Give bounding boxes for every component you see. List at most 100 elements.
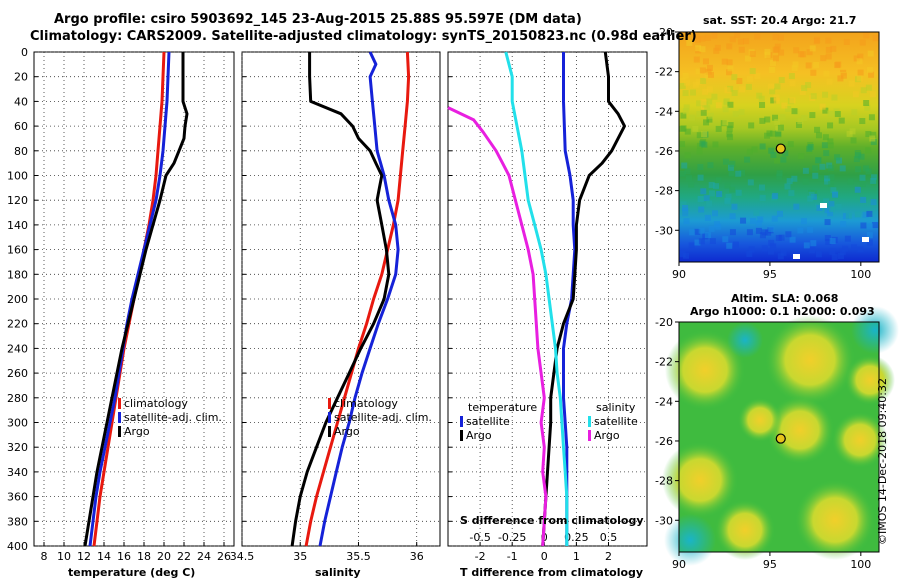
sst-pixel <box>696 110 703 117</box>
sst-pixel <box>700 188 707 195</box>
sst-pixel <box>735 170 742 177</box>
x-tick-label: 34.5 <box>230 550 255 563</box>
lat-tick-label: -24 <box>655 105 673 118</box>
sst-pixel <box>726 69 733 76</box>
sst-pixel <box>772 55 779 62</box>
sst-pixel <box>780 156 787 163</box>
sst-pixel <box>700 109 707 116</box>
sst-pixel <box>704 72 711 79</box>
sst-pixel <box>774 157 781 164</box>
legend-swatch <box>328 426 331 437</box>
sst-pixel <box>871 222 878 229</box>
figure-title-line1: Argo profile: csiro 5903692_145 23-Aug-2… <box>54 12 582 27</box>
sst-pixel <box>737 38 744 45</box>
sst-pixel <box>692 81 699 88</box>
sst-pixel <box>777 253 784 260</box>
sst-pixel <box>729 213 736 220</box>
y-tick-label: 320 <box>7 441 28 454</box>
x-tick-label: 26 <box>217 550 231 563</box>
sst-pixel <box>768 83 775 90</box>
sst-pixel <box>815 251 822 258</box>
sst-pixel <box>695 45 702 52</box>
sst-pixel <box>696 132 703 139</box>
sst-pixel <box>724 182 731 189</box>
sst-pixel <box>803 242 810 249</box>
legend-label: Argo <box>466 429 492 442</box>
sst-pixel <box>745 83 752 90</box>
x-tick-label: 0 <box>541 550 548 563</box>
sst-pixel <box>781 102 788 109</box>
sst-pixel <box>870 139 877 146</box>
legend-label: Argo <box>124 425 150 438</box>
sst-pixel <box>845 212 852 219</box>
sst-pixel <box>835 203 842 210</box>
sst-pixel <box>775 131 782 138</box>
sst-pixel <box>806 145 813 152</box>
copyright-timestamp: ©IMOS 14-Dec-2018 09:40:32 <box>876 378 889 545</box>
sst-pixel <box>698 206 705 213</box>
legend-swatch <box>588 430 591 441</box>
sst-pixel <box>773 97 780 104</box>
cloud-mask <box>820 203 827 208</box>
lon-tick-label: 90 <box>672 268 686 281</box>
sst-pixel <box>840 72 847 79</box>
sst-pixel <box>855 152 862 159</box>
sst-map: -20 -22 -24 -26 -28 -30 90 95 100 <box>655 26 880 281</box>
sst-pixel <box>854 186 861 193</box>
sst-pixel <box>834 111 841 118</box>
sst-pixel <box>682 108 689 115</box>
sst-pixel <box>693 56 700 63</box>
sst-pixel <box>860 196 867 203</box>
sst-pixel <box>711 32 718 39</box>
sst-pixel <box>695 68 702 75</box>
sst-pixel <box>862 211 869 218</box>
sst-pixel <box>711 93 718 100</box>
sst-pixel <box>679 82 686 89</box>
sst-pixel <box>744 55 751 62</box>
sst-pixel <box>707 71 714 78</box>
sst-pixel <box>870 177 877 184</box>
sst-pixel <box>849 128 856 135</box>
sst-pixel <box>831 254 838 261</box>
sst-pixel <box>750 217 757 224</box>
sst-pixel <box>815 132 822 139</box>
sst-pixel <box>746 75 753 82</box>
sst-pixel <box>732 110 739 117</box>
legend-label: satellite-adj. clim. <box>124 411 222 424</box>
sst-pixel <box>704 104 711 111</box>
sst-pixel <box>832 191 839 198</box>
sst-pixel <box>748 122 755 129</box>
sst-pixel <box>764 48 771 55</box>
x-tick-label: 22 <box>177 550 191 563</box>
sst-pixel <box>713 182 720 189</box>
sst-pixel <box>869 91 876 98</box>
sst-pixel <box>746 229 753 236</box>
sst-pixel <box>771 215 778 222</box>
legend-swatch <box>118 426 121 437</box>
sst-pixel <box>700 105 707 112</box>
salinity-x-axis-label: salinity <box>315 566 361 579</box>
lat-tick-label: -30 <box>655 514 673 527</box>
sst-pixel <box>759 101 766 108</box>
sst-pixel <box>787 141 794 148</box>
sst-pixel <box>776 173 783 180</box>
sst-pixel <box>871 174 878 181</box>
x-tick-label: 2 <box>605 550 612 563</box>
lat-tick-label: -28 <box>655 185 673 198</box>
sst-pixel <box>866 67 873 74</box>
lat-tick-label: -24 <box>655 395 673 408</box>
sst-pixel <box>822 134 829 141</box>
sst-pixel <box>756 92 763 99</box>
sst-pixel <box>791 175 798 182</box>
sst-pixel <box>715 102 722 109</box>
y-tick-label: 100 <box>7 170 28 183</box>
sst-pixel <box>758 95 765 102</box>
sst-pixel <box>755 227 762 234</box>
sst-pixel <box>729 186 736 193</box>
sst-pixel <box>715 177 722 184</box>
y-tick-label: 40 <box>14 95 28 108</box>
sst-pixel <box>726 242 733 249</box>
x-tick-label: 35.5 <box>346 550 371 563</box>
sst-pixel <box>748 246 755 253</box>
